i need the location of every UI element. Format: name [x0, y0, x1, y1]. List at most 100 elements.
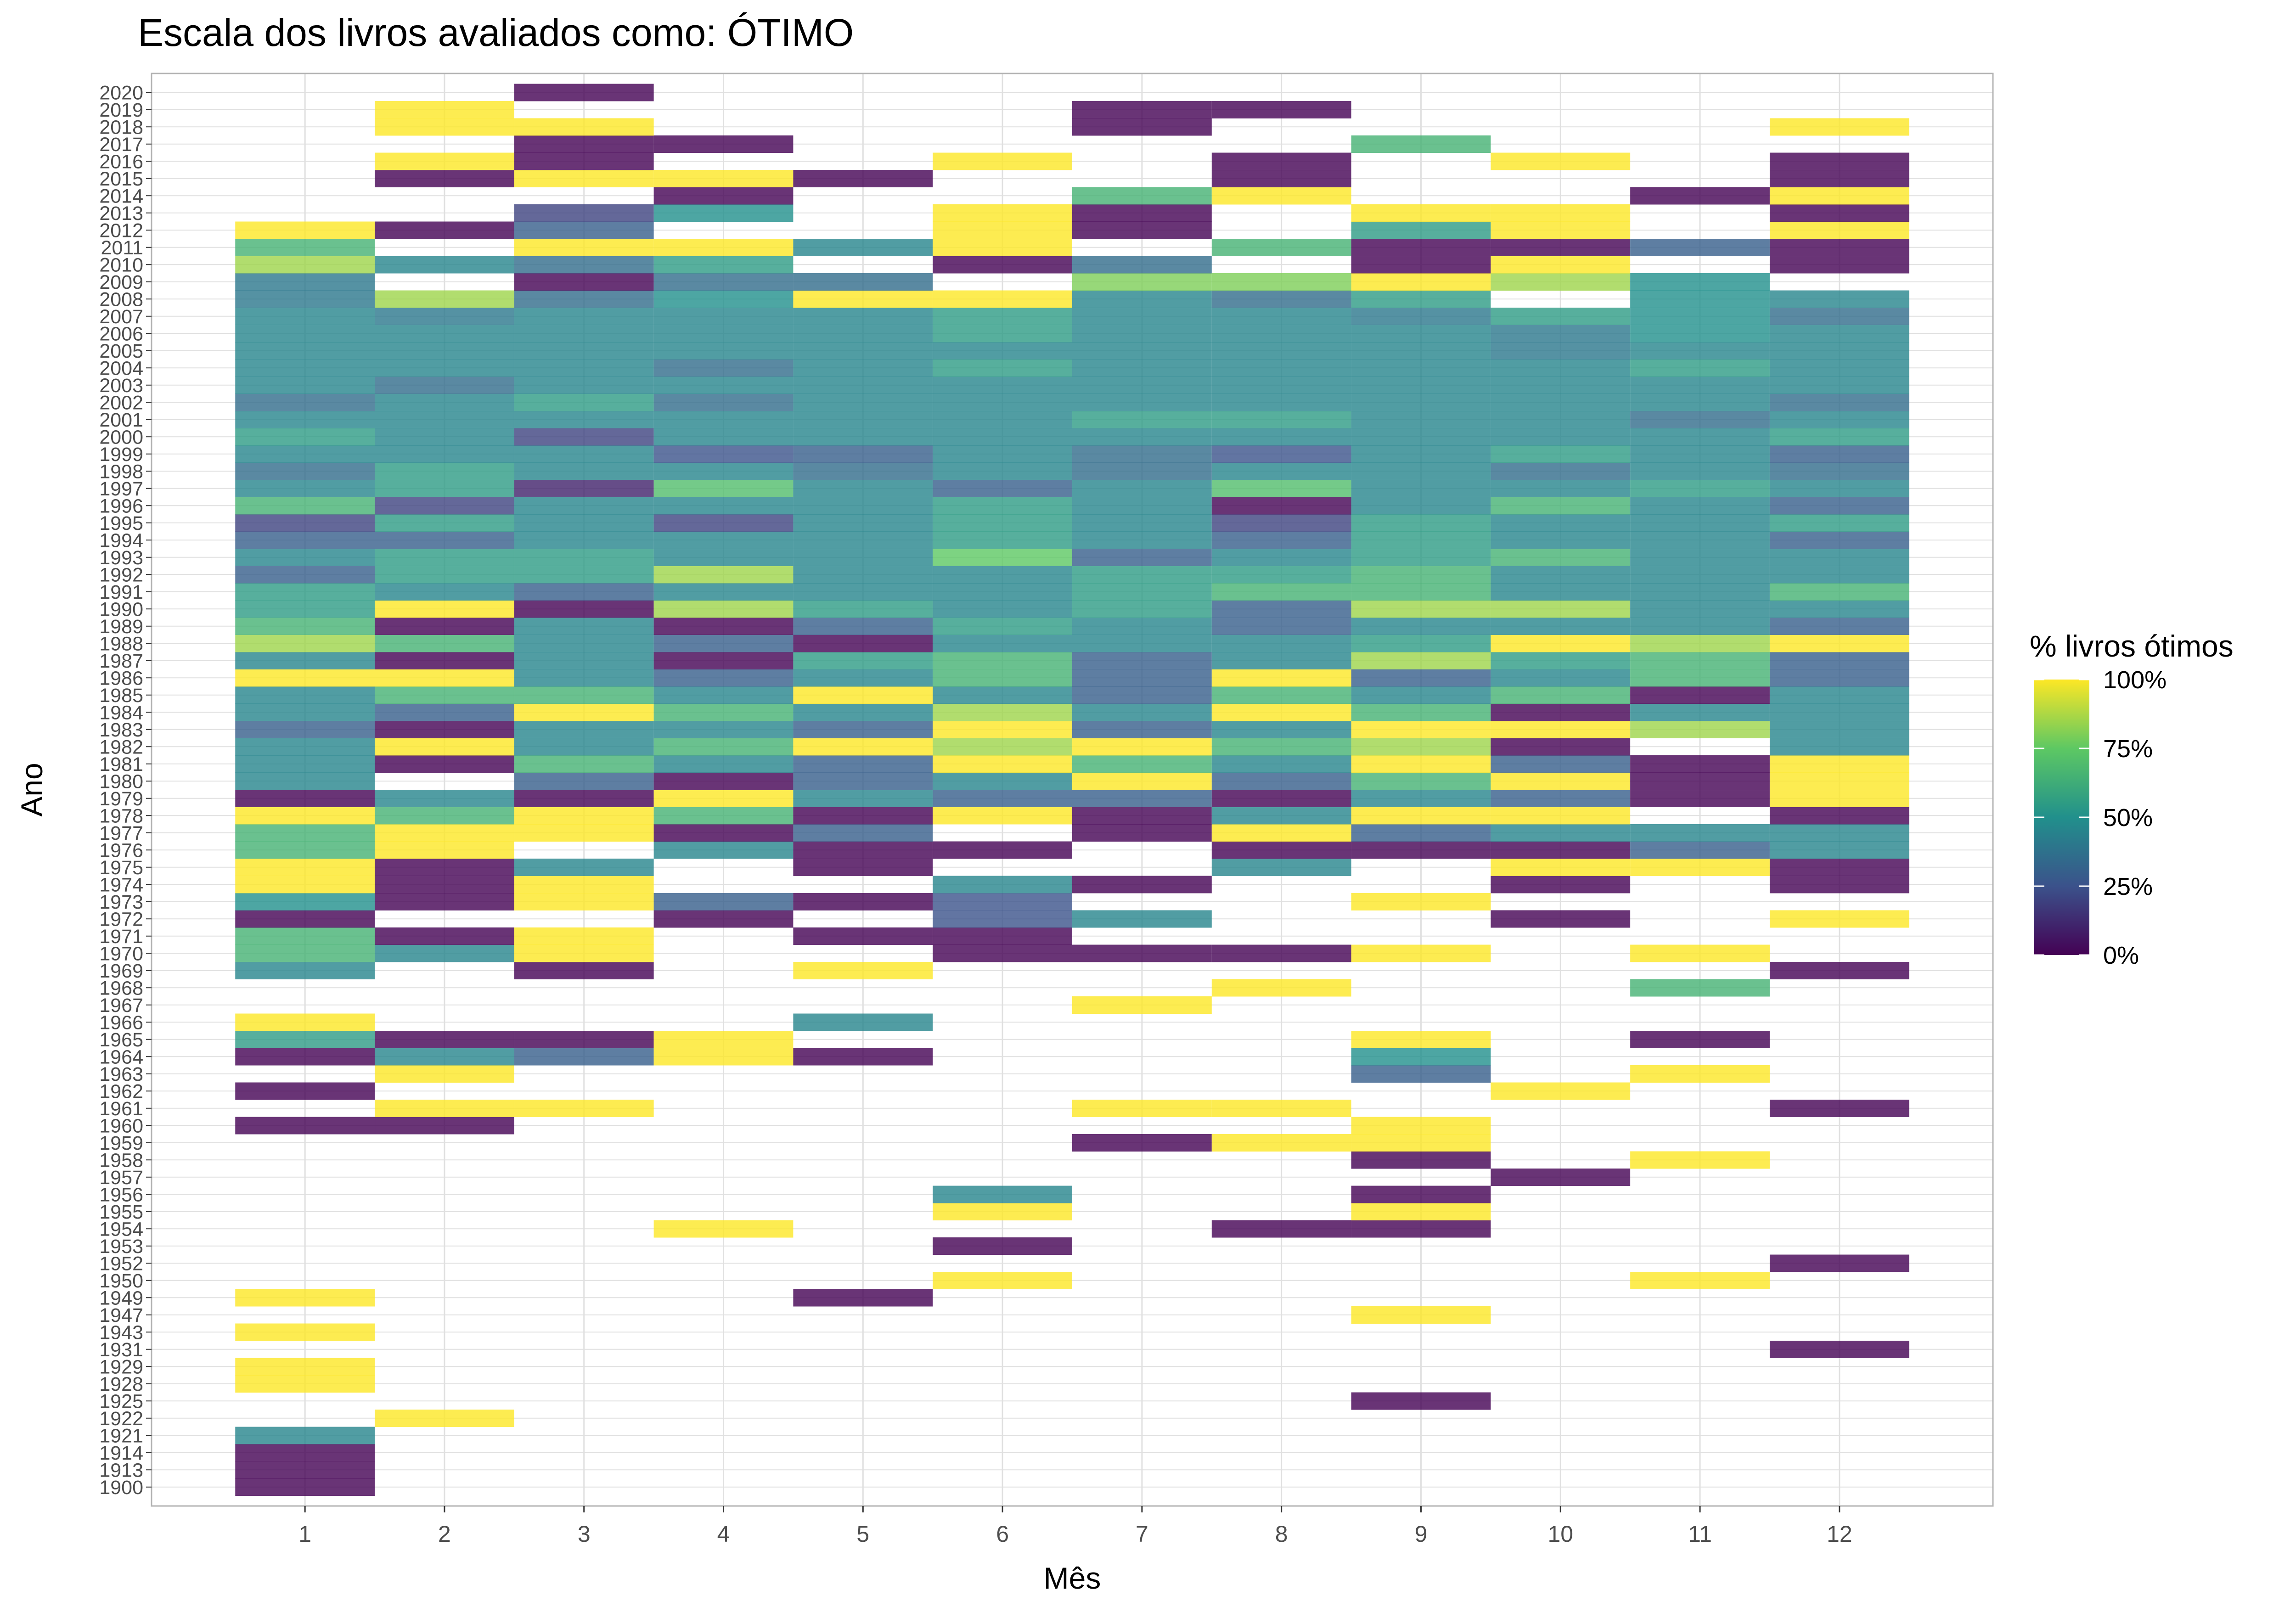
heatmap-cell-1972-12 [1769, 910, 1909, 928]
heatmap-cell-2015-4 [653, 170, 793, 187]
heatmap-cell-1965-2 [375, 1031, 514, 1048]
heatmap-cell-1985-6 [933, 686, 1072, 704]
heatmap-cell-2011-12 [1769, 239, 1909, 256]
heatmap-cell-1979-10 [1491, 790, 1631, 807]
heatmap-cell-1988-10 [1491, 635, 1631, 652]
heatmap-cell-2011-11 [1630, 239, 1770, 256]
heatmap-cell-1989-8 [1211, 618, 1351, 635]
heatmap-cell-1977-7 [1072, 824, 1212, 842]
heatmap-cell-1990-12 [1769, 600, 1909, 618]
y-tick-label: 1980 [99, 770, 143, 792]
heatmap-cell-1990-3 [514, 600, 654, 618]
heatmap-cell-1985-9 [1351, 686, 1491, 704]
heatmap-cell-2000-4 [653, 428, 793, 446]
heatmap-cell-2006-2 [375, 325, 514, 343]
y-tick-label: 1961 [99, 1098, 143, 1120]
heatmap-cell-2009-10 [1491, 273, 1631, 291]
y-tick-label: 2008 [99, 288, 143, 310]
heatmap-cell-2004-8 [1211, 359, 1351, 377]
heatmap-cell-1982-2 [375, 738, 514, 756]
heatmap-cell-1993-2 [375, 549, 514, 566]
y-tick-label: 1995 [99, 512, 143, 534]
heatmap-cell-1982-12 [1769, 738, 1909, 756]
heatmap-cell-1980-7 [1072, 772, 1212, 790]
heatmap-cell-2004-1 [235, 359, 375, 377]
heatmap-cell-2013-6 [933, 204, 1072, 222]
heatmap-cell-1985-12 [1769, 686, 1909, 704]
heatmap-cell-1981-7 [1072, 755, 1212, 773]
heatmap-cell-1955-9 [1351, 1203, 1491, 1220]
heatmap-cell-2007-9 [1351, 308, 1491, 325]
y-tick-label: 1913 [99, 1459, 143, 1481]
heatmap-cell-1977-1 [235, 824, 375, 842]
heatmap-cell-1961-3 [514, 1100, 654, 1117]
heatmap-cell-1989-1 [235, 618, 375, 635]
y-tick-label: 1966 [99, 1011, 143, 1034]
heatmap-cell-1985-1 [235, 686, 375, 704]
heatmap-cell-1984-9 [1351, 703, 1491, 721]
heatmap-cell-1996-1 [235, 497, 375, 515]
y-tick-label: 1992 [99, 564, 143, 586]
heatmap-cell-2007-2 [375, 308, 514, 325]
heatmap-cell-2007-3 [514, 308, 654, 325]
heatmap-cell-2002-2 [375, 393, 514, 411]
heatmap-cell-1954-4 [653, 1220, 793, 1238]
y-tick-label: 1971 [99, 926, 143, 948]
heatmap-cell-1984-2 [375, 703, 514, 721]
heatmap-cell-2014-7 [1072, 187, 1212, 205]
heatmap-cell-2010-3 [514, 256, 654, 274]
heatmap-cell-1996-7 [1072, 497, 1212, 515]
y-tick-label: 1991 [99, 581, 143, 603]
heatmap-cell-1978-9 [1351, 807, 1491, 825]
y-tick-label: 2018 [99, 116, 143, 138]
heatmap-cell-1965-4 [653, 1031, 793, 1048]
y-tick-label: 1931 [99, 1339, 143, 1361]
heatmap-cell-1961-12 [1769, 1100, 1909, 1117]
heatmap-cell-1997-4 [653, 480, 793, 497]
heatmap-cell-1962-1 [235, 1082, 375, 1100]
heatmap-cell-1998-4 [653, 462, 793, 480]
y-tick-label: 1949 [99, 1287, 143, 1309]
heatmap-cell-2004-6 [933, 359, 1072, 377]
y-axis-title: Ano [15, 763, 49, 816]
heatmap-cell-2010-6 [933, 256, 1072, 274]
y-axis-ticks: 1900191319141921192219251928192919311943… [99, 82, 152, 1499]
y-tick-label: 1900 [99, 1477, 143, 1499]
heatmap-cell-2011-6 [933, 239, 1072, 256]
y-tick-label: 1967 [99, 995, 143, 1017]
y-tick-label: 1958 [99, 1149, 143, 1171]
heatmap-cell-1997-6 [933, 480, 1072, 497]
y-tick-label: 1954 [99, 1218, 143, 1240]
y-tick-label: 1953 [99, 1236, 143, 1258]
heatmap-cell-2002-7 [1072, 393, 1212, 411]
heatmap-cell-1994-12 [1769, 531, 1909, 549]
heatmap-cell-2011-1 [235, 239, 375, 256]
y-tick-label: 1994 [99, 529, 143, 551]
heatmap-cell-2018-7 [1072, 118, 1212, 136]
heatmap-cell-2016-2 [375, 152, 514, 170]
heatmap-cell-1954-8 [1211, 1220, 1351, 1238]
x-tick-label: 1 [298, 1521, 311, 1547]
heatmap-cell-2001-12 [1769, 411, 1909, 428]
heatmap-cell-2000-9 [1351, 428, 1491, 446]
heatmap-cell-1971-3 [514, 927, 654, 945]
heatmap-cell-1995-4 [653, 514, 793, 532]
heatmap-cell-1921-1 [235, 1427, 375, 1444]
heatmap-cell-1991-1 [235, 583, 375, 601]
heatmap-cell-2003-8 [1211, 376, 1351, 394]
heatmap-cell-1971-2 [375, 927, 514, 945]
heatmap-cell-2003-6 [933, 376, 1072, 394]
heatmap-cell-1989-11 [1630, 618, 1770, 635]
heatmap-cell-1992-8 [1211, 566, 1351, 584]
heatmap-cell-2005-12 [1769, 342, 1909, 360]
heatmap-cell-2014-4 [653, 187, 793, 205]
heatmap-cell-1965-3 [514, 1031, 654, 1048]
heatmap-cell-1969-3 [514, 962, 654, 979]
heatmap-cell-1974-7 [1072, 876, 1212, 893]
heatmap-cell-1960-2 [375, 1117, 514, 1135]
heatmap-cell-1985-11 [1630, 686, 1770, 704]
heatmap-cell-1987-5 [793, 652, 933, 669]
heatmap-cell-1981-12 [1769, 755, 1909, 773]
heatmap-cell-1989-12 [1769, 618, 1909, 635]
heatmap-cell-2004-2 [375, 359, 514, 377]
